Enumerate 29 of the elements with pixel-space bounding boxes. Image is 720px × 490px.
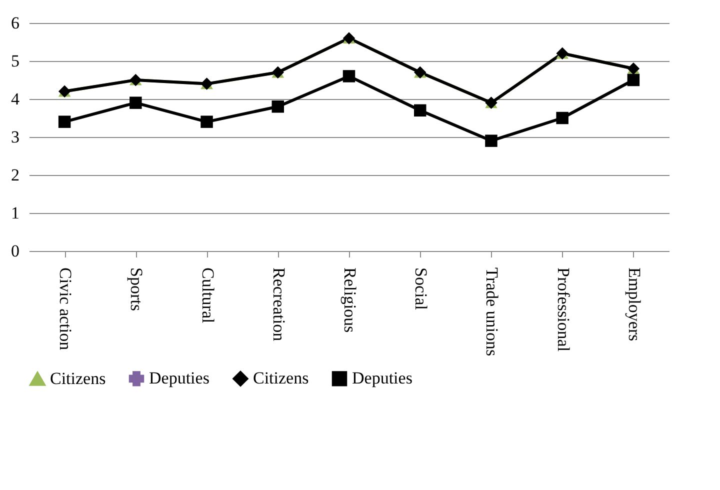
x-tick-label: Professional [554,268,573,352]
point [58,116,71,128]
y-tick-label: 0 [11,242,20,260]
x-tick-label: Trade unions [482,268,502,356]
point [485,134,498,147]
point [272,100,284,113]
point [342,70,356,82]
y-tick-label: 6 [11,14,20,32]
point [627,74,640,86]
y-tick-label: 4 [11,90,20,108]
y-tick-label: 3 [11,128,20,146]
x-tick-label: Civic action [56,268,76,351]
legend-label: Citizens [253,368,309,388]
y-tick-label: 1 [11,204,20,222]
point [414,104,426,117]
x-tick-label: Religious [340,268,360,333]
point [130,96,142,109]
point [556,112,568,124]
x-tick-label: Recreation [269,268,288,342]
x-tick-label: Social [412,268,431,310]
point [200,116,213,128]
x-tick-label: Cultural [198,268,218,324]
y-tick-label: 2 [11,166,20,184]
legend-label: Deputies [149,368,210,388]
x-tick-label: Employers [624,268,644,342]
legend-label: Deputies [352,368,412,388]
legend-label: Citizens [50,369,106,388]
x-tick-label: Sports [127,268,146,311]
y-tick-label: 5 [11,52,20,70]
